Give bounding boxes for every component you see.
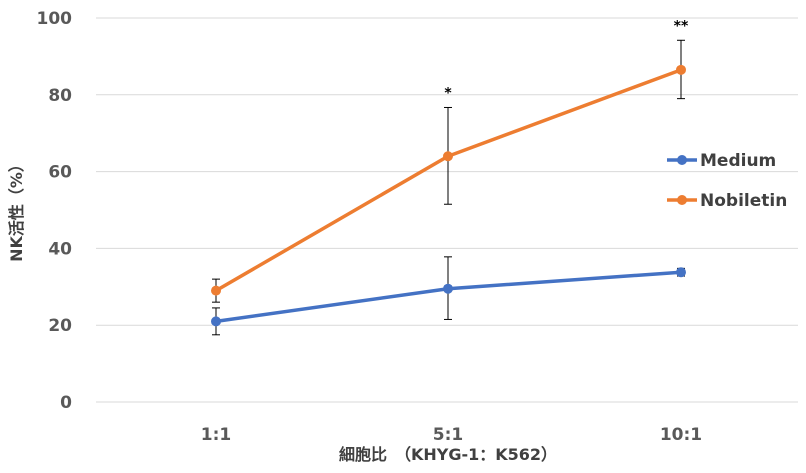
y-tick-label: 20 (48, 316, 72, 336)
series-medium (211, 256, 686, 336)
series-nobiletin (211, 39, 686, 303)
series-layer (211, 39, 686, 336)
legend-swatch-marker (677, 155, 687, 165)
y-tick-label: 40 (48, 239, 72, 259)
legend-item-medium: Medium (667, 151, 776, 171)
y-tick-label: 100 (37, 9, 73, 29)
legend-label: Medium (700, 151, 776, 171)
significance-annotations: *** (444, 18, 689, 101)
data-point (443, 283, 453, 294)
y-tick-label: 0 (60, 393, 72, 413)
y-tick-label: 80 (48, 86, 72, 106)
data-point (676, 267, 686, 278)
data-point (211, 285, 221, 296)
y-axis-title: NK活性（%） (7, 156, 26, 262)
y-tick-label: 60 (48, 163, 72, 183)
y-axis-ticks: 0 20 40 60 80 100 (37, 9, 73, 413)
legend-label: Nobiletin (700, 191, 787, 211)
data-point (211, 316, 221, 327)
data-point (676, 64, 686, 75)
significance-marker: * (444, 85, 452, 101)
significance-marker: ** (674, 18, 689, 34)
x-tick-label: 1:1 (201, 425, 231, 445)
x-axis-ticks: 1:1 5:1 10:1 (201, 425, 702, 445)
legend-swatch-marker (677, 195, 687, 205)
legend: Medium Nobiletin (667, 151, 787, 211)
x-tick-label: 5:1 (433, 425, 463, 445)
legend-item-nobiletin: Nobiletin (667, 191, 787, 211)
x-tick-label: 10:1 (660, 425, 702, 445)
x-axis-title: 細胞比 （KHYG-1：K562） (339, 445, 557, 464)
gridlines (96, 17, 798, 403)
data-point (443, 151, 453, 162)
